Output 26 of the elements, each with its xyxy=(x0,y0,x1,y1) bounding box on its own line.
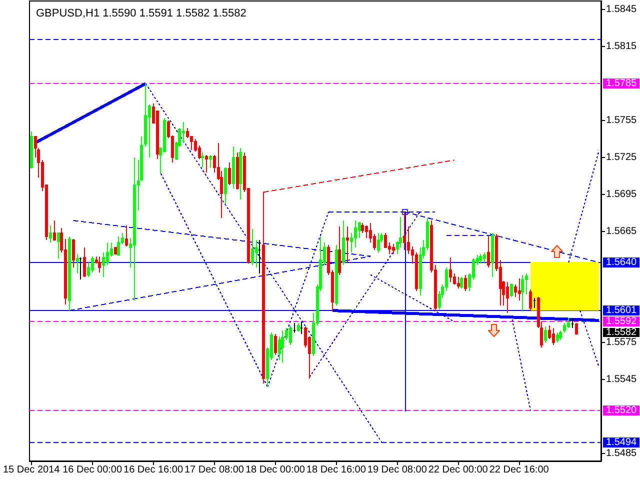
y-tick-label: 1.5725 xyxy=(606,152,638,164)
x-tick-label: 16 Dec 16:00 xyxy=(124,464,184,476)
ref-line-label: 1.5640 xyxy=(606,256,638,268)
y-tick-label: 1.5485 xyxy=(606,448,638,460)
ref-line-label: 1.5520 xyxy=(606,404,638,416)
y-tick-label: 1.5695 xyxy=(606,189,638,200)
ref-line-label: 1.5785 xyxy=(606,78,638,90)
x-tick-label: 18 Dec 16:00 xyxy=(306,464,366,476)
x-tick-label: 22 Dec 16:00 xyxy=(489,464,550,476)
x-tick-label: 22 Dec 00:00 xyxy=(428,464,488,476)
ref-line-label: 1.5494 xyxy=(606,437,638,448)
y-tick-label: 1.5665 xyxy=(606,226,638,238)
ref-line-label: 1.5601 xyxy=(606,305,638,316)
x-tick-label: 19 Dec 08:00 xyxy=(367,464,428,476)
text: 1.5582 xyxy=(606,326,638,338)
y-tick-label: 1.5755 xyxy=(606,115,638,126)
text: GBPUSD,H1 1.5590 1.5591 1.5582 1.5582 xyxy=(36,8,246,20)
x-tick-label: 15 Dec 2014 xyxy=(2,464,60,476)
x-tick-label: 18 Dec 00:00 xyxy=(245,464,306,476)
x-tick-label: 17 Dec 08:00 xyxy=(184,464,244,476)
y-tick-label: 1.5815 xyxy=(606,41,638,52)
y-tick-label: 1.5575 xyxy=(606,337,638,348)
y-tick-label: 1.5545 xyxy=(606,374,638,386)
y-tick-label: 1.5845 xyxy=(606,4,638,16)
x-tick-label: 16 Dec 00:00 xyxy=(62,464,122,476)
ref-line-label: 1.5592 xyxy=(606,316,638,328)
